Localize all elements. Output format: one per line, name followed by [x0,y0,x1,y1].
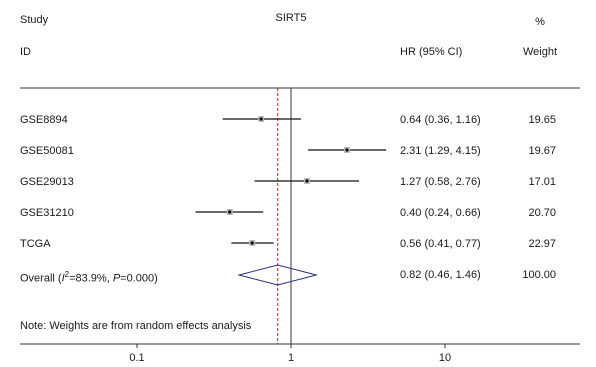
header-weight: Weight [522,46,558,58]
study-label: GSE50081 [20,145,74,157]
study-label: GSE29013 [20,176,74,188]
study-label: GSE8894 [20,114,68,126]
overall-weight: 100.00 [522,269,556,281]
point-estimate [305,179,309,183]
study-weight: 17.01 [528,176,556,188]
point-estimate [250,241,254,245]
x-tick-label: 0.1 [129,352,145,364]
x-tick-label: 10 [438,352,452,364]
overall-diamond [237,264,319,286]
header-hr: HR (95% CI) [400,46,463,58]
header-percent: % [535,16,545,28]
header-id: ID [20,46,31,58]
x-tick-label: 1 [287,352,295,364]
overall-ci-text: 0.82 (0.46, 1.46) [400,269,481,281]
study-weight: 19.67 [528,145,556,157]
study-label: GSE31210 [20,207,74,219]
study-ci-text: 1.27 (0.58, 2.76) [400,176,481,188]
study-ci-text: 0.56 (0.41, 0.77) [400,238,481,250]
study-weight: 22.97 [528,238,556,250]
note-text: Note: Weights are from random effects an… [20,320,252,332]
overall-label: Overall (I2=83.9%, P=0.000) [20,270,158,285]
header-study: Study [20,14,49,26]
study-weight: 20.70 [528,207,556,219]
point-estimate [228,210,232,214]
study-label: TCGA [20,238,51,250]
point-estimate [259,117,263,121]
study-weight: 19.65 [528,114,556,126]
study-ci-text: 2.31 (1.29, 4.15) [400,145,481,157]
study-ci-text: 0.64 (0.36, 1.16) [400,114,481,126]
point-estimate [345,148,349,152]
chart-title: SIRT5 [275,12,307,24]
study-ci-text: 0.40 (0.24, 0.66) [400,207,481,219]
